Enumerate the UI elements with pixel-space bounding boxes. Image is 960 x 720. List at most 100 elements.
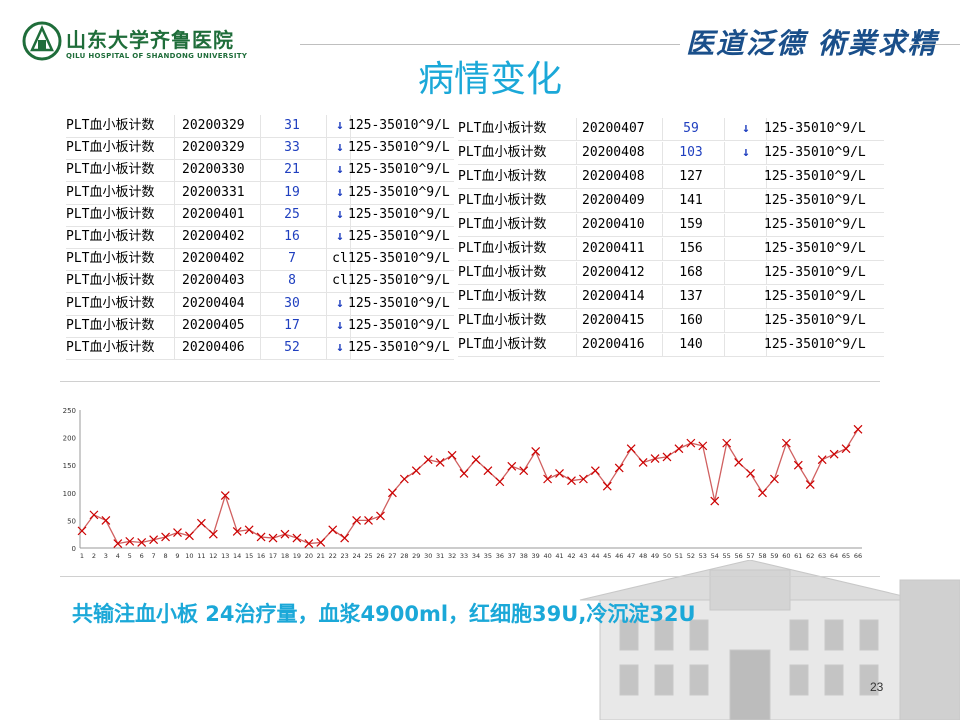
cell-range: 125-35010^9/L (348, 317, 450, 333)
data-point (268, 533, 278, 543)
cell-date: 20200411 (578, 238, 663, 260)
motto-divider (910, 44, 960, 45)
data-point (137, 538, 147, 547)
cell-name: PLT血小板计数 (66, 248, 175, 271)
cell-date: 20200412 (578, 262, 663, 284)
building-watermark (579, 560, 960, 720)
data-point (256, 532, 266, 542)
cell-flag (726, 334, 767, 356)
y-tick-label: 150 (63, 462, 76, 470)
cell-range: 125-35010^9/L (764, 121, 866, 136)
cell-date: 20200408 (578, 142, 663, 164)
x-tick-label: 36 (496, 552, 504, 560)
x-tick-label: 27 (388, 552, 396, 560)
cell-date: 20200329 (178, 137, 261, 160)
data-point (304, 539, 314, 549)
cell-name: PLT血小板计数 (458, 166, 577, 188)
cell-flag: ↓ (330, 337, 351, 359)
x-tick-label: 40 (543, 552, 551, 560)
cell-name: PLT血小板计数 (66, 270, 175, 293)
lab-results-table-left: PLT血小板计数 20200329 31 ↓ 125-35010^9/L PLT血小板计数… (66, 114, 454, 360)
x-tick-label: 1 (80, 552, 84, 560)
cell-value: 7 (258, 248, 327, 271)
data-point (376, 511, 385, 521)
page-title: 病情变化 (417, 59, 562, 100)
data-point (507, 461, 517, 471)
x-tick-label: 22 (329, 552, 337, 560)
cell-range: 125-35010^9/L (348, 206, 450, 222)
table-row: PLT血小板计数 20200401 25 ↓ 125-35010^9/L (66, 203, 454, 227)
hospital-motto: 医道泛德 術業求精 (686, 27, 938, 60)
data-point (244, 525, 254, 535)
cell-flag: cl (330, 270, 351, 293)
data-point (853, 424, 863, 434)
logo-english-name: QILU HOSPITAL OF SHANDONG UNIVERSITY (66, 52, 248, 60)
cell-flag: ↓ (330, 181, 351, 204)
x-tick-label: 23 (341, 552, 349, 560)
x-tick-label: 5 (128, 552, 132, 560)
cell-date: 20200415 (578, 310, 663, 332)
x-tick-label: 2 (92, 552, 96, 560)
data-point (125, 536, 135, 546)
x-tick-label: 66 (854, 552, 862, 560)
x-tick-label: 30 (424, 552, 432, 560)
table-row: PLT血小板计数 20200404 30 ↓ 125-35010^9/L (66, 292, 454, 316)
table-row: PLT血小板计数 20200407 59 ↓ 125-35010^9/L (458, 118, 884, 141)
data-point (543, 474, 553, 484)
data-point (220, 491, 230, 500)
x-tick-label: 65 (842, 552, 850, 560)
chart-top-border (60, 381, 880, 382)
x-tick-label: 48 (639, 552, 647, 560)
table-row: PLT血小板计数 20200330 21 ↓ 125-35010^9/L (66, 159, 454, 183)
cell-flag (726, 310, 767, 332)
data-point (364, 515, 373, 525)
data-point (567, 476, 576, 486)
data-point (280, 529, 290, 539)
cell-value: 25 (258, 203, 327, 226)
cell-flag: ↓ (330, 226, 351, 248)
x-tick-label: 4 (116, 552, 120, 560)
table-row: PLT血小板计数 20200406 52 ↓ 125-35010^9/L (66, 337, 454, 360)
data-point (149, 535, 159, 545)
cell-flag: ↓ (330, 137, 351, 160)
cell-value: 137 (658, 286, 725, 308)
data-point (161, 532, 170, 542)
x-tick-label: 16 (257, 552, 265, 560)
x-tick-label: 49 (651, 552, 659, 560)
y-tick-label: 200 (63, 435, 76, 443)
cell-flag: ↓ (330, 292, 351, 315)
cell-range: 125-35010^9/L (764, 217, 866, 232)
cell-range: 125-35010^9/L (764, 337, 866, 352)
cell-range: 125-35010^9/L (348, 184, 450, 200)
table-row: PLT血小板计数 20200410 159 125-35010^9/L (458, 214, 884, 237)
data-point (411, 466, 421, 476)
data-point (770, 474, 779, 484)
x-tick-label: 12 (209, 552, 217, 560)
x-tick-label: 24 (352, 552, 360, 560)
table-row: PLT血小板计数 20200403 8 cl 125-35010^9/L (66, 270, 454, 294)
data-point (805, 480, 815, 489)
data-point (89, 510, 99, 520)
cell-name: PLT血小板计数 (458, 238, 577, 260)
data-point (531, 446, 541, 456)
x-tick-label: 17 (269, 552, 277, 560)
cell-range: 125-35010^9/L (764, 289, 866, 304)
cell-name: PLT血小板计数 (66, 115, 175, 137)
x-tick-label: 38 (520, 552, 528, 560)
cell-value: 159 (658, 214, 725, 236)
x-tick-label: 54 (711, 552, 719, 560)
data-point (399, 474, 409, 484)
cell-range: 125-35010^9/L (348, 340, 450, 355)
cell-date: 20200414 (578, 286, 663, 308)
x-tick-label: 42 (567, 552, 575, 560)
table-row: PLT血小板计数 20200415 160 125-35010^9/L (458, 310, 884, 333)
cell-flag (726, 286, 767, 308)
cell-value: 8 (258, 270, 327, 293)
cell-range: 125-35010^9/L (348, 295, 450, 311)
cell-flag (726, 214, 767, 236)
x-tick-label: 41 (555, 552, 563, 560)
data-point (77, 526, 87, 536)
cell-flag: ↓ (330, 159, 351, 182)
x-tick-label: 57 (746, 552, 754, 560)
x-tick-label: 56 (734, 552, 742, 560)
